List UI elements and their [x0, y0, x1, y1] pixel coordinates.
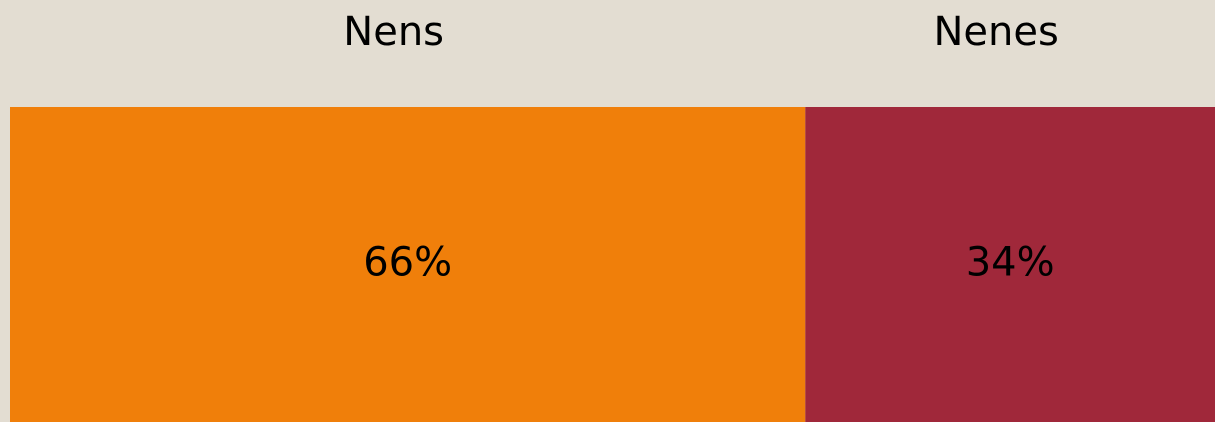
legend-label: Nenes	[933, 9, 1058, 55]
bar-segment	[805, 107, 1215, 422]
legend-label: Nens	[343, 9, 444, 55]
value-label: 66%	[363, 240, 452, 286]
bar-segment	[10, 107, 806, 422]
value-label: 34%	[966, 240, 1055, 286]
